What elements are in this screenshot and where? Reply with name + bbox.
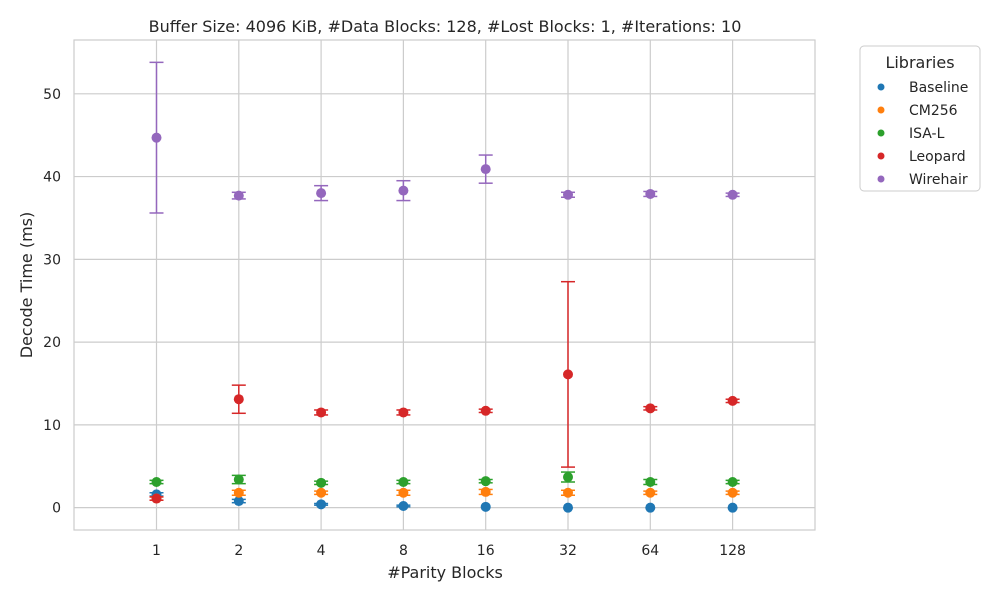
data-point: [233, 394, 244, 405]
legend: Libraries Baseline CM256 ISA-L Leopard Wireh…: [859, 45, 981, 192]
legend-item-wirehair: Wirehair: [877, 172, 968, 188]
data-point: [398, 476, 409, 487]
legend-marker: [877, 129, 885, 137]
data-point: [563, 487, 573, 498]
legend-item-cm256: CM256: [877, 103, 958, 119]
data-point: [563, 472, 573, 483]
plot-frame: [73, 39, 816, 531]
data-point: [151, 493, 162, 504]
series-layer: [149, 61, 740, 513]
y-axis-ticks: 0 10 20 30 40 50: [43, 87, 61, 517]
data-point: [480, 405, 491, 416]
data-point: [563, 502, 573, 513]
x-axis-label: #Parity Blocks: [387, 563, 503, 582]
data-point: [398, 500, 409, 511]
chart-title: Buffer Size: 4096 KiB, #Data Blocks: 128…: [149, 17, 742, 36]
data-point: [398, 407, 409, 418]
x-axis-ticks: 1 2 4 8 16 32 64 128: [152, 543, 746, 559]
legend-item-isa-l: ISA-L: [877, 126, 945, 142]
data-point: [316, 407, 327, 418]
data-point: [563, 189, 573, 200]
data-point: [398, 487, 409, 498]
legend-items: Baseline CM256 ISA-L Leopard Wirehair: [877, 80, 968, 188]
data-point: [645, 403, 656, 414]
x-tick-label: 1: [152, 543, 161, 559]
legend-label: Wirehair: [909, 172, 968, 188]
data-point: [563, 369, 573, 380]
legend-marker: [877, 175, 885, 183]
data-point: [398, 185, 409, 196]
x-tick-label: 128: [719, 543, 746, 559]
legend-label: CM256: [909, 103, 958, 119]
legend-box: [859, 45, 981, 192]
series-isa-l: [149, 471, 740, 488]
x-tick-label: 32: [559, 543, 577, 559]
series-leopard: [149, 280, 740, 504]
data-point: [727, 487, 738, 498]
legend-item-leopard: Leopard: [877, 149, 966, 165]
data-point: [727, 502, 738, 513]
series-wirehair: [149, 61, 740, 214]
y-tick-label: 10: [43, 418, 61, 434]
data-point: [727, 476, 738, 487]
data-point: [480, 476, 491, 487]
data-point: [480, 501, 491, 512]
legend-title: Libraries: [885, 53, 954, 72]
legend-marker: [877, 106, 885, 114]
data-point: [233, 190, 244, 201]
legend-marker: [877, 152, 885, 160]
x-tick-label: 2: [234, 543, 243, 559]
data-point: [316, 188, 327, 199]
x-tick-label: 16: [477, 543, 495, 559]
data-point: [233, 487, 244, 498]
x-tick-label: 8: [399, 543, 408, 559]
data-point: [233, 474, 244, 485]
y-tick-label: 20: [43, 335, 61, 351]
legend-marker: [877, 83, 885, 91]
y-tick-label: 40: [43, 170, 61, 186]
data-point: [151, 132, 162, 143]
y-tick-label: 0: [52, 501, 61, 517]
data-point: [645, 476, 656, 487]
x-tick-label: 4: [317, 543, 326, 559]
data-point: [316, 487, 327, 498]
data-point: [645, 487, 656, 498]
y-tick-label: 50: [43, 87, 61, 103]
data-point: [480, 164, 491, 175]
legend-label: ISA-L: [909, 126, 945, 142]
y-axis-label: Decode Time (ms): [17, 212, 36, 358]
data-point: [645, 188, 656, 199]
data-point: [151, 476, 162, 487]
data-point: [316, 477, 327, 488]
x-tick-label: 64: [641, 543, 659, 559]
data-point: [727, 395, 738, 406]
data-point: [480, 486, 491, 497]
legend-label: Leopard: [909, 149, 966, 165]
data-point: [727, 189, 738, 200]
data-point: [645, 502, 656, 513]
data-point: [233, 496, 244, 507]
grid: [74, 40, 815, 530]
legend-item-baseline: Baseline: [877, 80, 968, 96]
series-baseline: [149, 489, 738, 513]
y-tick-label: 30: [43, 252, 61, 268]
data-point: [316, 499, 327, 510]
legend-label: Baseline: [909, 80, 968, 96]
